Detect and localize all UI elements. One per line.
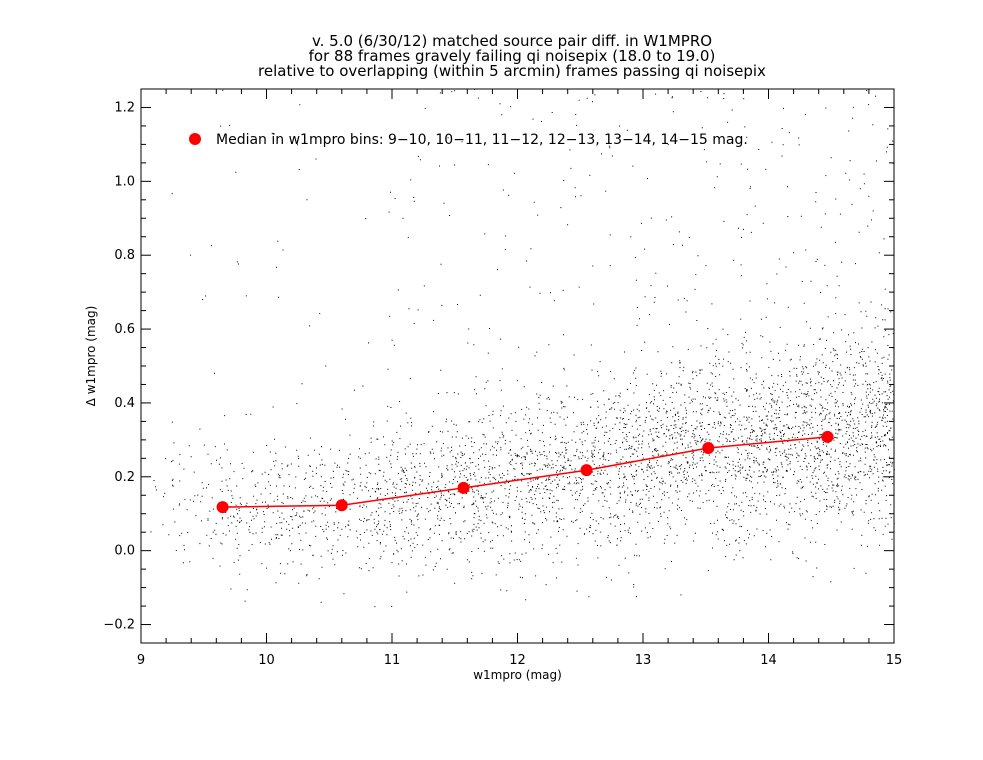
legend-label: Median in w1mpro bins: 9−10, 10−11, 11−1… — [216, 132, 748, 148]
axis-ticks: 9 10 11 12 13 14 15 −0.2 0.0 0.2 0.4 0.6 0.8 1.0 1.2 — [103, 88, 903, 668]
median-point — [821, 430, 834, 443]
y-tick-label: 0.6 — [114, 322, 135, 337]
y-tick-label: 0.0 — [114, 544, 135, 559]
legend: Median in w1mpro bins: 9−10, 10−11, 11−1… — [189, 132, 748, 148]
y-tick-label: 1.2 — [114, 100, 135, 115]
scatter-point-cloud — [150, 89, 895, 608]
x-axis-label: w1mpro (mag) — [473, 668, 562, 682]
x-tick-label: 10 — [258, 653, 275, 668]
y-tick-label: 0.8 — [114, 248, 135, 263]
median-series — [216, 430, 834, 514]
y-axis-label: Δ w1mpro (mag) — [84, 306, 98, 407]
x-tick-label: 9 — [137, 653, 145, 668]
y-tick-label: 0.2 — [114, 470, 135, 485]
median-line — [222, 436, 828, 508]
scatter-points — [150, 89, 895, 608]
y-tick-label: −0.2 — [103, 618, 135, 633]
chart-title: v. 5.0 (6/30/12) matched source pair dif… — [258, 32, 766, 80]
title-line-2: for 88 frames gravely failing qi noisepi… — [309, 47, 716, 65]
title-line-3: relative to overlapping (within 5 arcmin… — [258, 62, 766, 80]
median-point — [216, 501, 229, 514]
y-tick-label: 0.4 — [114, 396, 135, 411]
y-tick-label: 1.0 — [114, 174, 135, 189]
x-tick-label: 15 — [886, 653, 903, 668]
median-point — [702, 441, 715, 454]
x-tick-label: 13 — [635, 653, 652, 668]
x-tick-label: 11 — [384, 653, 401, 668]
x-tick-label: 14 — [760, 653, 777, 668]
x-tick-label: 12 — [509, 653, 526, 668]
title-line-1: v. 5.0 (6/30/12) matched source pair dif… — [312, 32, 712, 50]
legend-marker — [189, 133, 201, 145]
median-point — [335, 499, 348, 512]
median-point — [457, 481, 470, 494]
median-point — [580, 464, 593, 477]
